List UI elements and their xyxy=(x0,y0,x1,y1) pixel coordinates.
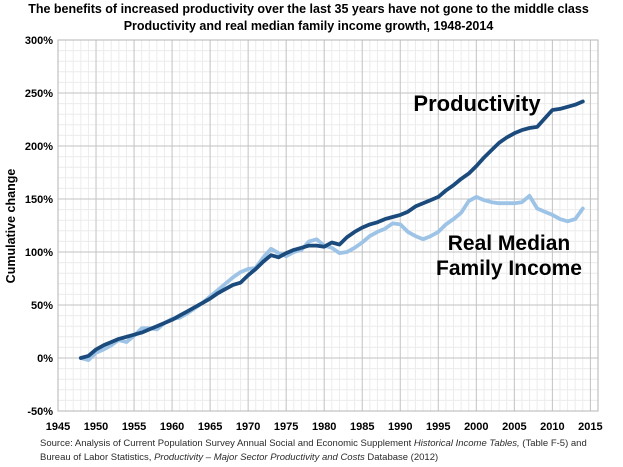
source-italic-segment: Productivity – Major Sector Productivity… xyxy=(154,452,368,463)
x-tick-label: 1985 xyxy=(350,421,374,433)
x-tick-label: 1960 xyxy=(160,421,184,433)
annotation-income-line1: Real Median xyxy=(448,232,571,255)
x-tick-label: 2005 xyxy=(502,421,526,433)
x-tick-label: 1995 xyxy=(426,421,450,433)
y-tick-label: 0% xyxy=(37,353,53,365)
x-tick-label: 2010 xyxy=(540,421,564,433)
y-tick-label: 50% xyxy=(31,300,53,312)
x-tick-label: 1965 xyxy=(198,421,222,433)
y-tick-label: 300% xyxy=(25,35,53,47)
x-tick-label: 2015 xyxy=(578,421,602,433)
y-tick-label: 250% xyxy=(25,88,53,100)
y-axis-title: Cumulative change xyxy=(4,169,18,284)
x-tick-label: 1970 xyxy=(236,421,260,433)
y-tick-label: 200% xyxy=(25,141,53,153)
source-text-segment: Bureau of Labor Statistics, xyxy=(40,452,155,463)
source-text-segment: (Table F-5) and xyxy=(519,438,587,449)
x-tick-label: 2000 xyxy=(464,421,488,433)
x-tick-label: 1950 xyxy=(84,421,108,433)
axis-tick-labels: 300% 250% 200% 150% 100% 50% 0% -50% 1945 1950 195… xyxy=(25,35,603,433)
source-italic-segment: Historical Income Tables, xyxy=(413,438,520,449)
annotation-income-line2: Family Income xyxy=(436,257,582,280)
productivity-line xyxy=(78,99,585,360)
annotation-productivity: Productivity xyxy=(413,91,541,116)
source-text-segment: Source: Analysis of Current Population S… xyxy=(40,438,414,449)
source-line-1: Source: Analysis of Current Population S… xyxy=(40,438,587,449)
chart-subtitle: Productivity and real median family inco… xyxy=(123,19,494,33)
x-tick-label: 1975 xyxy=(274,421,298,433)
chart-title: The benefits of increased productivity o… xyxy=(28,2,589,16)
data-series xyxy=(78,99,585,363)
x-tick-label: 1955 xyxy=(122,421,146,433)
x-tick-label: 1990 xyxy=(388,421,412,433)
x-tick-label: 1980 xyxy=(312,421,336,433)
y-tick-label: 150% xyxy=(25,194,53,206)
y-tick-label: 100% xyxy=(25,247,53,259)
source-line-2: Bureau of Labor Statistics, Productivity… xyxy=(40,452,438,463)
y-tick-label: -50% xyxy=(27,406,53,418)
source-text-segment: Database (2012) xyxy=(367,452,439,463)
source-note: Source: Analysis of Current Population S… xyxy=(40,437,615,465)
plot-border xyxy=(57,39,599,412)
x-tick-label: 1945 xyxy=(46,421,70,433)
